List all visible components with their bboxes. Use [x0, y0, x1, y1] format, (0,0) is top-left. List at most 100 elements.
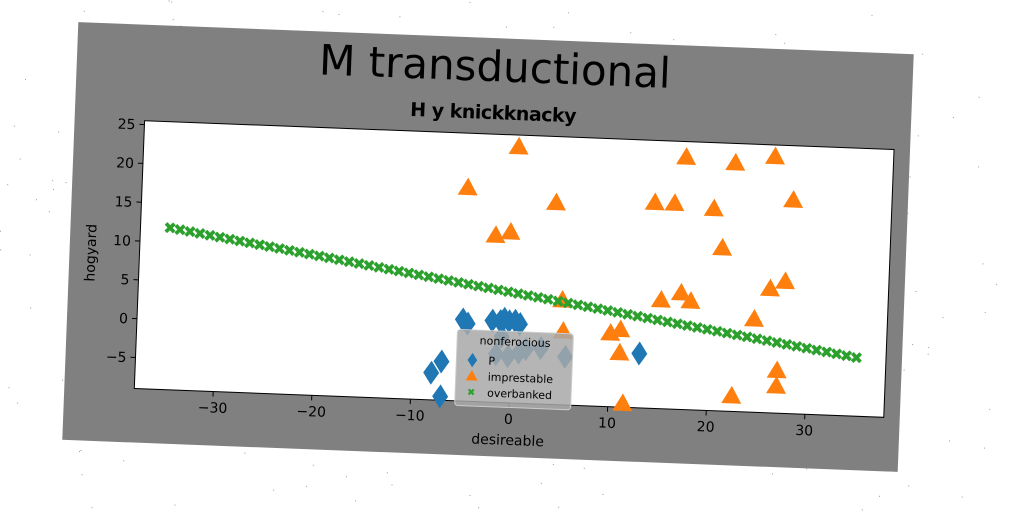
data-point-overbanked	[393, 265, 405, 277]
legend-marker	[465, 370, 478, 381]
data-point-overbanked	[383, 263, 395, 275]
data-point-overbanked	[204, 229, 216, 241]
data-point-overbanked	[612, 306, 624, 319]
data-point-overbanked	[701, 323, 713, 335]
data-point-overbanked	[522, 289, 534, 302]
data-point-imprestable	[743, 309, 764, 327]
x-tick-label: 30	[795, 423, 813, 440]
data-point-overbanked	[592, 303, 604, 315]
data-point-overbanked	[293, 246, 306, 258]
data-point-overbanked	[234, 235, 246, 247]
data-point-overbanked	[184, 225, 196, 238]
data-point-p	[511, 312, 528, 337]
data-point-overbanked	[651, 314, 664, 326]
data-point-overbanked	[214, 231, 226, 243]
x-tick-label: 20	[696, 419, 714, 436]
data-point-overbanked	[373, 261, 385, 273]
data-point-imprestable	[612, 393, 633, 412]
data-point-imprestable	[764, 146, 785, 165]
data-point-overbanked	[741, 331, 753, 343]
data-point-imprestable	[766, 375, 787, 394]
data-point-overbanked	[462, 278, 475, 290]
data-point-overbanked	[174, 224, 186, 236]
data-point-overbanked	[810, 344, 823, 356]
data-point-p	[432, 384, 449, 409]
data-point-overbanked	[681, 320, 693, 332]
data-point-overbanked	[622, 308, 634, 320]
data-point-p	[467, 352, 478, 368]
data-point-imprestable	[670, 282, 691, 301]
data-point-overbanked	[671, 318, 684, 330]
data-point-imprestable	[721, 385, 742, 404]
data-point-imprestable	[664, 193, 685, 212]
data-point-overbanked	[512, 287, 524, 300]
data-point-overbanked	[582, 301, 594, 313]
data-point-overbanked	[263, 241, 276, 253]
data-point-overbanked	[641, 312, 654, 324]
data-point-p	[423, 360, 440, 385]
data-point-overbanked	[403, 267, 415, 279]
y-axis-label: hogyard	[82, 224, 100, 282]
data-point-overbanked	[363, 259, 375, 272]
data-point-overbanked	[492, 284, 504, 296]
data-point-overbanked	[602, 304, 614, 317]
data-point-overbanked	[850, 352, 863, 364]
data-point-imprestable	[650, 289, 671, 308]
data-point-overbanked	[801, 342, 813, 354]
data-point-p	[631, 341, 648, 366]
data-point-imprestable	[545, 192, 566, 211]
data-point-overbanked	[244, 237, 256, 249]
x-tick-label: 0	[504, 412, 514, 428]
data-point-overbanked	[552, 295, 564, 307]
data-point-overbanked	[224, 233, 236, 245]
data-point-overbanked	[791, 340, 803, 352]
data-point-imprestable	[783, 190, 804, 208]
y-tick-label: 15	[114, 194, 132, 211]
data-point-imprestable	[775, 271, 795, 290]
data-point-overbanked	[661, 316, 674, 328]
data-point-overbanked	[731, 329, 743, 341]
data-point-imprestable	[725, 152, 746, 171]
x-tick-label: 10	[598, 415, 616, 432]
data-point-overbanked	[542, 293, 554, 305]
data-point-overbanked	[532, 291, 544, 303]
legend-title: nonferocious	[479, 334, 551, 350]
data-point-imprestable	[485, 225, 506, 244]
data-point-imprestable	[465, 370, 478, 381]
x-tick-label: −30	[197, 400, 227, 417]
data-point-overbanked	[472, 280, 485, 292]
data-point-imprestable	[680, 291, 701, 309]
data-point-overbanked	[751, 333, 763, 345]
y-tick-label: −5	[106, 349, 127, 366]
data-point-overbanked	[482, 282, 495, 294]
data-point-overbanked	[303, 248, 316, 260]
data-point-overbanked	[721, 327, 733, 339]
series-overbanked	[164, 222, 863, 364]
data-point-imprestable	[676, 147, 697, 165]
data-point-overbanked	[313, 250, 325, 262]
data-point-overbanked	[353, 257, 365, 270]
y-tick-label: 10	[113, 233, 131, 250]
legend-marker	[467, 352, 478, 368]
data-point-overbanked	[452, 276, 465, 289]
data-point-overbanked	[781, 338, 793, 351]
data-point-imprestable	[609, 342, 630, 361]
data-point-overbanked	[761, 335, 773, 347]
data-point-overbanked	[691, 321, 703, 334]
data-point-imprestable	[508, 136, 529, 155]
data-point-imprestable	[610, 319, 631, 338]
data-point-overbanked	[467, 388, 475, 396]
data-point-overbanked	[423, 271, 435, 283]
data-point-overbanked	[830, 348, 843, 360]
x-tick-label: −20	[296, 404, 326, 421]
data-point-overbanked	[343, 256, 355, 268]
legend-entry: P	[488, 355, 495, 368]
data-point-overbanked	[254, 239, 266, 251]
y-tick-label: 0	[119, 311, 129, 327]
y-tick-label: 5	[120, 272, 130, 288]
data-point-imprestable	[644, 192, 665, 211]
scatter-plot: −30 −20 −10 0 10 20 30 −5 0 5 10 15 20 25 desireable ho…	[82, 117, 895, 450]
data-point-overbanked	[194, 227, 206, 240]
data-point-overbanked	[840, 350, 853, 362]
data-point-imprestable	[712, 237, 733, 256]
